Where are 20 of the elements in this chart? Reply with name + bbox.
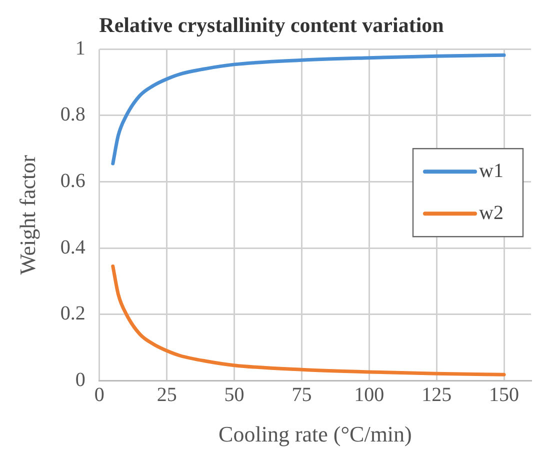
chart-title: Relative crystallinity content variation <box>99 13 444 38</box>
y-axis-title: Weight factor <box>14 154 40 275</box>
y-tick-label: 0 <box>75 368 86 391</box>
line-series <box>111 264 506 376</box>
x-tick-label: 75 <box>292 384 312 406</box>
y-tick-label: 0.6 <box>60 170 86 192</box>
y-tick-label: 1 <box>75 37 86 60</box>
legend-label: w1 <box>479 160 504 182</box>
legend-label: w2 <box>479 202 504 224</box>
line-series <box>111 53 506 166</box>
x-tick-label: 50 <box>224 384 244 406</box>
y-tick-label: 0.2 <box>60 302 86 325</box>
y-tick-label: 0.8 <box>60 104 86 126</box>
x-tick-label: 125 <box>422 384 452 406</box>
x-tick-label: 100 <box>354 384 384 406</box>
x-tick-label: 25 <box>156 384 177 406</box>
x-tick-label: 0 <box>94 384 104 406</box>
x-axis-title: Cooling rate (°C/min) <box>218 422 412 447</box>
x-tick-label: 150 <box>489 384 520 406</box>
y-tick-label: 0.4 <box>60 236 86 258</box>
